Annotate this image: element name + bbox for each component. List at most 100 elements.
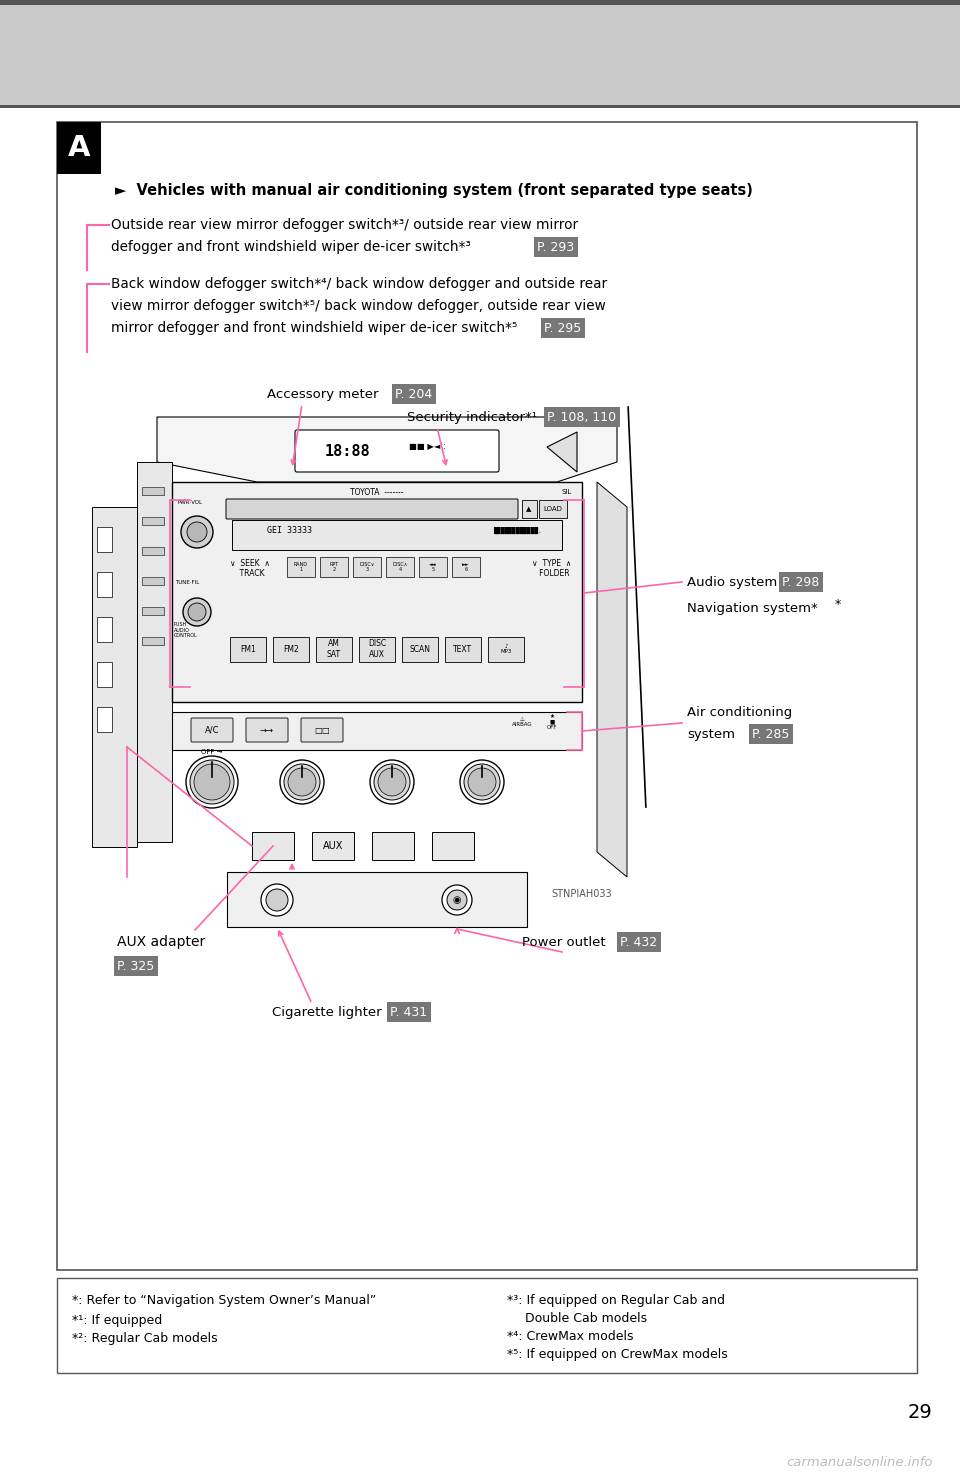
Bar [539,500,567,518]
Bar [227,873,527,928]
Text: P. 432: P. 432 [620,935,658,948]
Text: Air conditioning: Air conditioning [687,705,792,718]
Bar [353,556,381,577]
Ellipse shape [261,884,293,916]
Text: FM1: FM1 [240,644,256,653]
Bar [316,637,352,662]
Text: *: Refer to “Navigation System Owner’s Manual”: *: Refer to “Navigation System Owner’s M… [72,1294,376,1307]
Text: Accessory meter: Accessory meter [267,387,378,401]
Text: *³: If equipped on Regular Cab and: *³: If equipped on Regular Cab and [507,1294,725,1307]
Text: ◄◄
5: ◄◄ 5 [429,562,437,573]
Text: ⚠
AIRBAG: ⚠ AIRBAG [512,717,532,727]
FancyBboxPatch shape [226,499,518,519]
Bar [386,556,414,577]
Ellipse shape [280,760,324,804]
Ellipse shape [468,769,496,795]
Bar [445,637,481,662]
Text: DISC
AUX: DISC AUX [368,640,386,659]
Text: *⁴: CrewMax models: *⁴: CrewMax models [507,1330,634,1343]
Text: GEI 33333: GEI 33333 [267,525,312,534]
Bar [320,556,348,577]
Text: Power outlet: Power outlet [522,935,606,948]
Text: PUSH
AUDIO
CONTROL: PUSH AUDIO CONTROL [174,622,198,638]
Text: defogger and front windshield wiper de-icer switch*³: defogger and front windshield wiper de-i… [111,240,470,254]
Ellipse shape [194,764,230,800]
Bar [402,637,438,662]
Text: A/C: A/C [204,726,219,735]
Text: FOLDER: FOLDER [532,568,569,577]
Bar [522,500,537,518]
Bar [142,516,164,525]
Text: P. 204: P. 204 [395,387,432,401]
Text: *¹: If equipped: *¹: If equipped [72,1313,162,1327]
Text: P. 293: P. 293 [537,240,574,254]
Text: 29: 29 [907,1404,932,1423]
Bar [273,637,309,662]
Text: Back window defogger switch*⁴/ back window defogger and outside rear: Back window defogger switch*⁴/ back wind… [111,278,607,291]
Text: carmanualsonline.info: carmanualsonline.info [787,1456,933,1469]
Ellipse shape [188,603,206,620]
Text: P. 325: P. 325 [117,960,155,972]
Bar [97,527,112,552]
Text: →→: →→ [260,726,274,735]
Bar [419,556,447,577]
Ellipse shape [460,760,504,804]
FancyBboxPatch shape [295,430,499,472]
Bar [57,122,101,174]
Text: AUX: AUX [323,841,343,850]
Polygon shape [547,432,577,472]
Bar [488,637,524,662]
Bar [172,712,582,749]
FancyBboxPatch shape [246,718,288,742]
Bar [142,548,164,555]
Bar [432,833,474,861]
Text: view mirror defogger switch*⁵/ back window defogger, outside rear view: view mirror defogger switch*⁵/ back wind… [111,298,606,313]
Bar [0,105,960,108]
Bar [137,462,172,841]
Text: Cigarette lighter: Cigarette lighter [272,1006,382,1018]
Text: ►  Vehicles with manual air conditioning system (front separated type seats): ► Vehicles with manual air conditioning … [115,183,753,197]
Text: ∨  SEEK  ∧: ∨ SEEK ∧ [230,558,270,567]
Bar [97,662,112,687]
Text: P. 108, 110: P. 108, 110 [547,411,616,423]
Text: OFF →: OFF → [202,749,223,755]
Text: STNPIAH033: STNPIAH033 [551,889,612,899]
Text: TRACK: TRACK [230,568,265,577]
Text: Audio system: Audio system [687,576,778,589]
Text: TEXT: TEXT [453,644,472,653]
Text: ∨  TYPE  ∧: ∨ TYPE ∧ [532,558,571,567]
Bar [57,122,917,1270]
Text: LOAD: LOAD [543,506,563,512]
Text: mirror defogger and front windshield wiper de-icer switch*⁵: mirror defogger and front windshield wip… [111,321,517,335]
Bar [252,833,294,861]
Bar [0,0,960,4]
Ellipse shape [374,764,410,800]
Ellipse shape [190,760,234,804]
Bar [172,482,582,702]
Bar [57,1278,917,1373]
Bar [97,617,112,643]
Text: *: * [835,598,841,610]
Text: *⁵: If equipped on CrewMax models: *⁵: If equipped on CrewMax models [507,1347,728,1361]
Ellipse shape [181,516,213,548]
Bar [97,706,112,732]
Text: P. 285: P. 285 [752,727,789,741]
Text: A: A [68,134,90,162]
Text: TOYOTA  -------: TOYOTA ------- [350,488,404,497]
Polygon shape [597,482,627,877]
Text: PWR·VOL: PWR·VOL [177,500,203,505]
Text: SIL: SIL [562,490,572,496]
Bar [0,0,960,108]
Bar [312,833,354,861]
Text: DISC∨
3: DISC∨ 3 [359,562,374,573]
Text: ■■ ▶◄ :: ■■ ▶◄ : [409,442,445,451]
FancyBboxPatch shape [191,718,233,742]
Bar [142,577,164,585]
Text: RAND
1: RAND 1 [294,562,308,573]
Text: AM
SAT: AM SAT [327,640,341,659]
Ellipse shape [284,764,320,800]
Ellipse shape [288,769,316,795]
Ellipse shape [183,598,211,626]
Text: FM2: FM2 [283,644,299,653]
Bar [97,571,112,597]
